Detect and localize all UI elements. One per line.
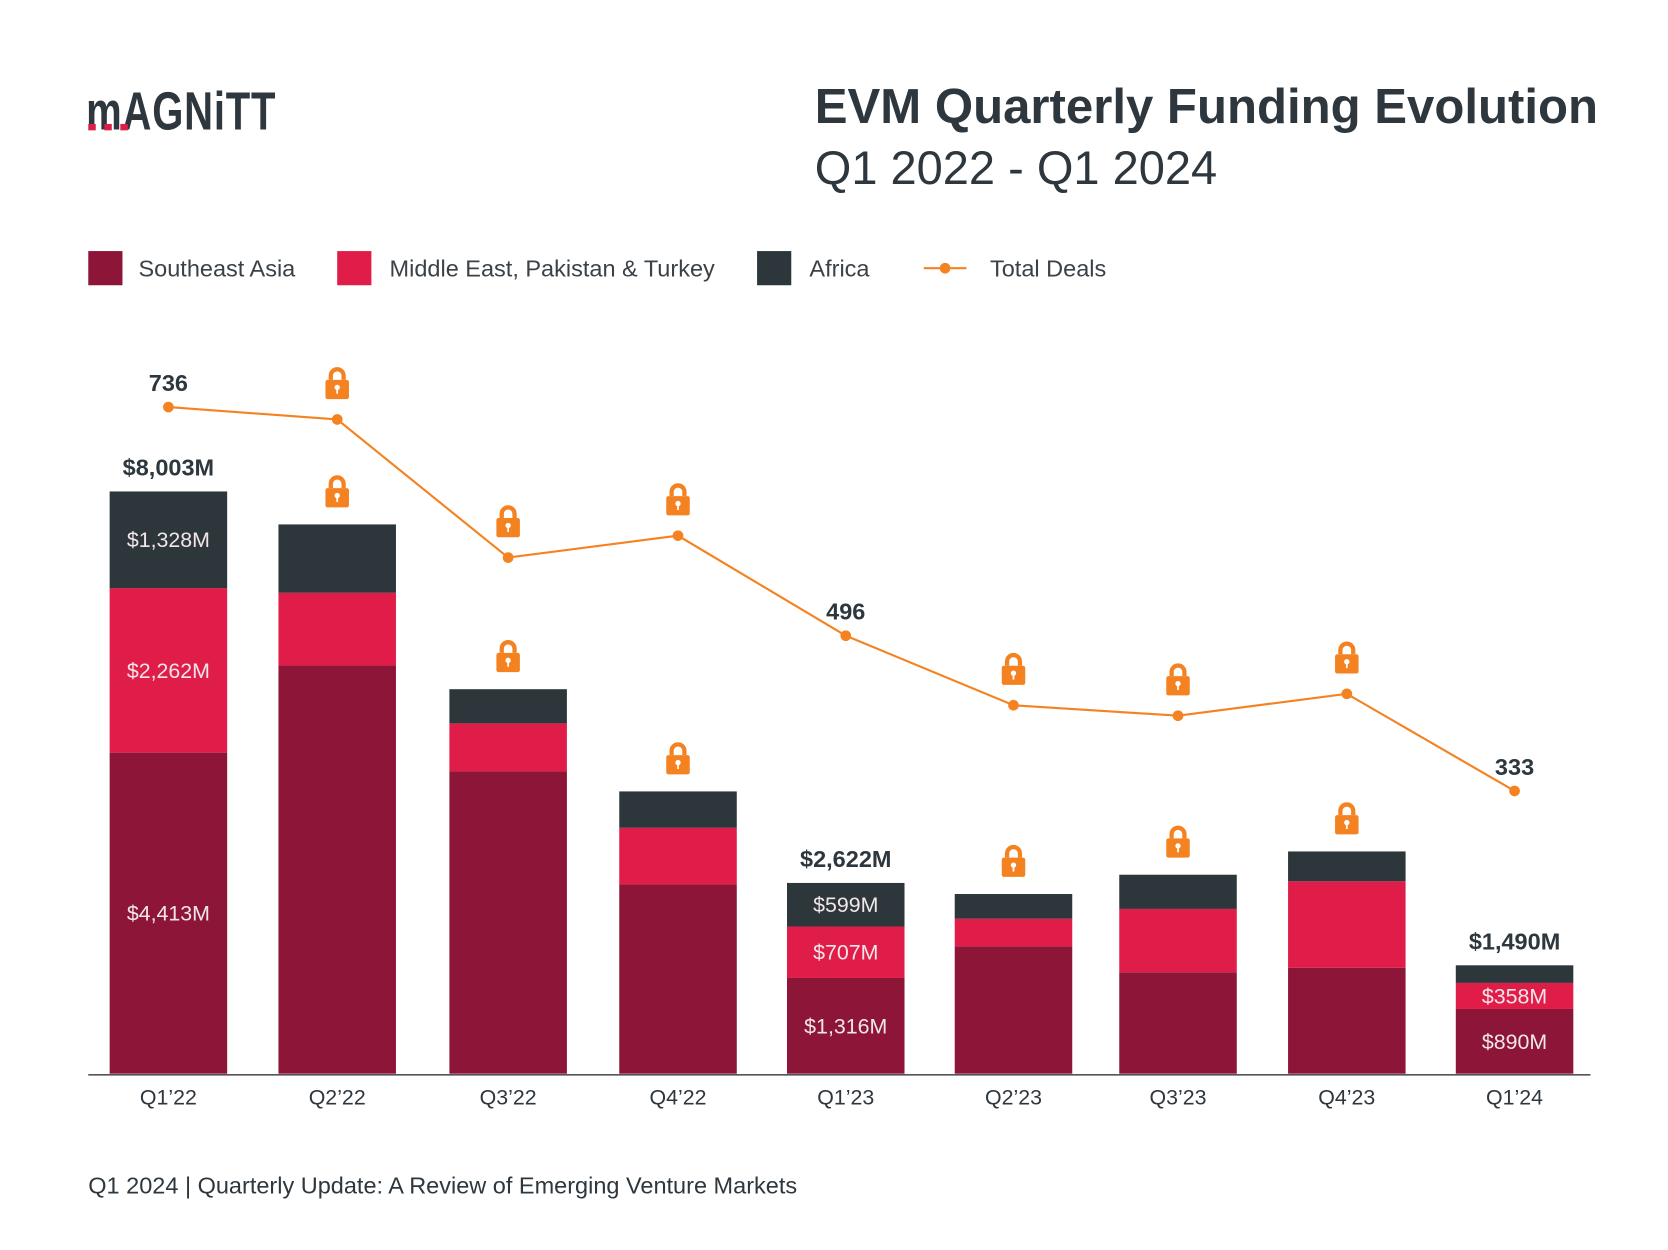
bar-segment xyxy=(619,827,737,885)
bar-segment xyxy=(954,946,1073,1074)
deal-label: 496 xyxy=(826,599,865,625)
segment-label: $890M xyxy=(1482,1030,1547,1054)
deal-point xyxy=(1509,785,1520,797)
bar-segment xyxy=(1455,965,1574,983)
bar-segment xyxy=(278,592,396,666)
page-subtitle: Q1 2022 - Q1 2024 xyxy=(815,141,1217,194)
bar-lock-icon xyxy=(325,475,349,508)
page-title: EVM Quarterly Funding Evolution xyxy=(815,80,1598,134)
bar-segment xyxy=(1119,972,1237,1074)
category-label: Q1’24 xyxy=(1486,1086,1543,1110)
bar-segment xyxy=(1288,967,1406,1074)
deal-lock-icon xyxy=(325,367,349,400)
deal-point xyxy=(1172,710,1184,722)
bar-segment xyxy=(109,491,228,589)
logo-text: mAGNiTT xyxy=(86,82,276,141)
deal-lock-icon xyxy=(1166,663,1190,696)
bar-lock-icon xyxy=(1166,825,1190,858)
bar-segment xyxy=(954,918,1073,947)
segment-label: $599M xyxy=(813,893,878,917)
bar-segment xyxy=(109,588,228,753)
bar-segment xyxy=(786,977,905,1074)
deal-point xyxy=(331,414,343,425)
bars xyxy=(109,491,1574,1074)
deal-point xyxy=(163,401,174,413)
bar-segment xyxy=(619,791,737,828)
footer-text: Q1 2024 | Quarterly Update: A Review of … xyxy=(88,1172,797,1198)
bar-lock-icon xyxy=(1335,802,1359,835)
category-label: Q4’22 xyxy=(650,1086,707,1110)
deal-lock-icon xyxy=(1001,652,1026,685)
bar-segment xyxy=(786,926,905,978)
bar-segment xyxy=(1455,982,1574,1009)
labels: $4,413M $2,262M $1,328M $8,003M Q1’22 Q2’22 Q3… xyxy=(123,367,1560,1110)
deal-point xyxy=(1008,699,1019,711)
deal-point xyxy=(672,530,684,541)
bar-segment xyxy=(1288,851,1406,882)
category-label: Q4’23 xyxy=(1318,1086,1375,1110)
deal-label: 736 xyxy=(149,370,188,396)
bar-lock-icon xyxy=(1001,844,1026,877)
total-label: $8,003M xyxy=(123,454,214,480)
bar-segment xyxy=(1119,908,1237,973)
magnitt-logo: mAGNiTT xyxy=(86,82,276,141)
deal-point xyxy=(840,630,852,642)
segment-label: $1,328M xyxy=(127,528,210,552)
segment-label: $707M xyxy=(813,941,878,965)
legend-label-africa: Africa xyxy=(809,256,870,282)
category-label: Q1’23 xyxy=(817,1086,874,1110)
bar-segment xyxy=(449,723,567,772)
segment-label: $4,413M xyxy=(127,902,210,926)
bar-segment xyxy=(619,884,737,1074)
bar-segment xyxy=(954,894,1073,919)
deal-point xyxy=(502,552,514,563)
legend-swatch-africa xyxy=(757,251,792,286)
total-deals-line xyxy=(163,401,1520,797)
deal-lock-icon xyxy=(1335,641,1359,674)
bar-lock-icon xyxy=(666,742,690,775)
deal-label: 333 xyxy=(1495,754,1534,780)
deal-point xyxy=(1341,688,1353,700)
bar-segment xyxy=(1119,874,1237,909)
bar-segment xyxy=(278,665,396,1074)
total-label: $2,622M xyxy=(800,846,891,872)
segment-label: $358M xyxy=(1482,984,1547,1008)
legend: Southeast Asia Middle East, Pakistan & T… xyxy=(88,251,1106,286)
segment-label: $1,316M xyxy=(804,1014,887,1038)
deal-lock-icon xyxy=(496,505,520,538)
category-label: Q2’22 xyxy=(309,1086,366,1110)
category-label: Q3’23 xyxy=(1150,1086,1207,1110)
category-label: Q2’23 xyxy=(985,1086,1042,1110)
segment-label: $2,262M xyxy=(127,659,210,683)
deal-lock-icon xyxy=(666,483,690,516)
legend-marker-total-deals xyxy=(939,262,951,274)
bar-segment xyxy=(1288,881,1406,968)
category-label: Q3’22 xyxy=(480,1086,537,1110)
legend-label-total-deals: Total Deals xyxy=(990,256,1106,282)
legend-label-southeast-asia: Southeast Asia xyxy=(138,256,296,282)
legend-swatch-mept xyxy=(337,251,372,286)
bar-segment xyxy=(1455,1008,1574,1074)
bar-segment xyxy=(109,752,228,1074)
bar-lock-icon xyxy=(496,640,520,673)
bar-segment xyxy=(278,524,396,593)
legend-label-mept: Middle East, Pakistan & Turkey xyxy=(390,256,715,282)
bar-segment xyxy=(786,882,905,927)
category-label: Q1’22 xyxy=(140,1086,197,1110)
legend-swatch-southeast-asia xyxy=(88,251,123,286)
bar-segment xyxy=(449,689,567,724)
bar-segment xyxy=(449,771,567,1074)
total-label: $1,490M xyxy=(1469,928,1560,954)
